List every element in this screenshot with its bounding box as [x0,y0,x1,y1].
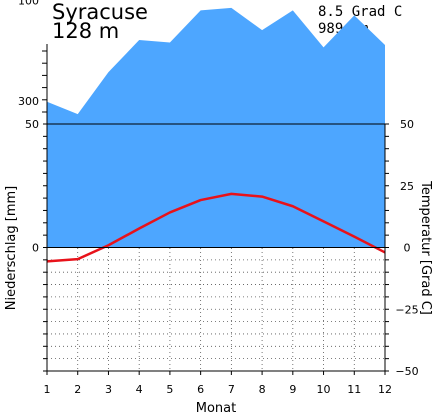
x-tick-label: 5 [166,383,173,396]
x-tick-label: 6 [197,383,204,396]
temp-tick-label: 0 [404,242,411,255]
x-tick-label: 11 [347,383,361,396]
precip-tick-label: 100 [18,0,39,8]
station-elevation: 128 m [52,19,120,43]
station-name: Syracuse [52,0,148,24]
x-tick-label: 7 [228,383,235,396]
temp-tick-label: 50 [400,118,414,131]
mean-temperature: 8.5 Grad C [318,4,403,20]
y-axis-label-right: Temperatur [Grad C] [418,180,433,315]
precip-tick-label: 50 [25,118,39,131]
x-tick-label: 1 [44,383,51,396]
x-tick-label: 9 [289,383,296,396]
x-axis-label: Monat [196,401,236,415]
x-tick-label: 10 [317,383,331,396]
x-tick-label: 4 [136,383,143,396]
temp-tick-label: 25 [400,180,414,193]
x-tick-label: 3 [105,383,112,396]
precip-tick-label: 0 [32,242,39,255]
x-tick-label: 8 [259,383,266,396]
precip-tick-label: 300 [18,95,39,108]
temp-tick-label: −25 [395,303,418,316]
precipitation-area [47,7,385,248]
x-tick-label: 2 [74,383,81,396]
x-tick-label: 12 [378,383,392,396]
y-axis-label-left: Niederschlag [mm] [4,186,19,311]
temp-tick-label: −50 [395,365,418,378]
